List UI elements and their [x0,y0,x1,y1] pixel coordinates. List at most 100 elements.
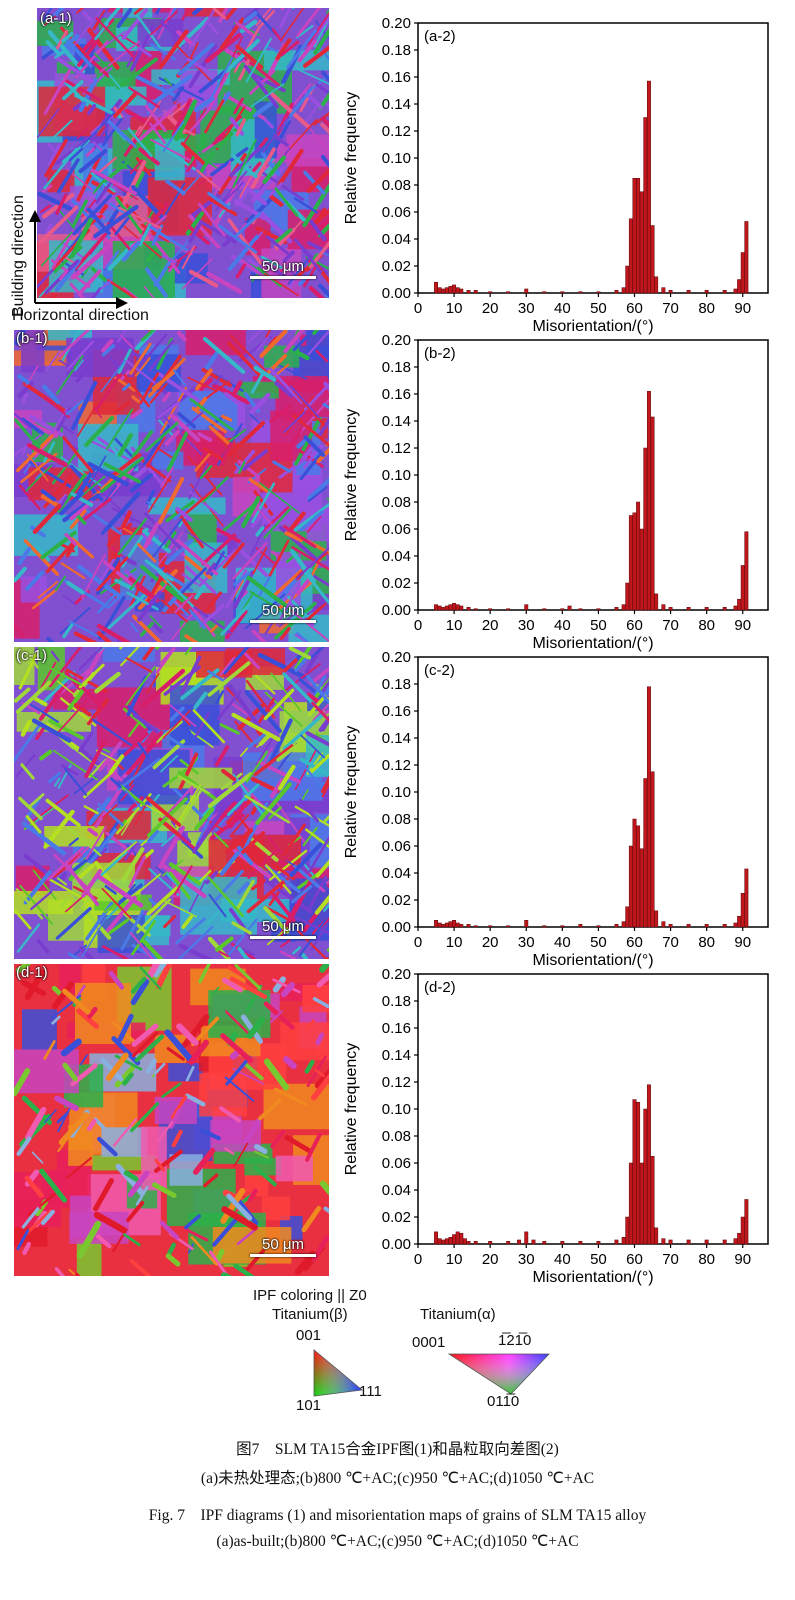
legend-beta-title: Titanium(β) [272,1306,348,1323]
misorientation-chart-c: 0.00 0.02 0.04 0.06 0.08 0.10 0.12 0.14 0.16 0.18… [343,649,769,969]
y-tick-label: 0.04 [382,231,411,248]
histogram-bar [737,279,742,294]
x-tick-label: 50 [590,617,607,634]
y-tick-label: 0.18 [382,42,411,59]
histogram-bar [668,607,673,611]
histogram-bar [668,290,673,294]
histogram-bar [448,1237,453,1245]
histogram-bar [542,291,547,294]
histogram-bar [625,265,630,294]
histogram-bar [639,1162,644,1245]
legend-beta-right: 111 [359,1383,382,1400]
y-tick-label: 0.16 [382,386,411,403]
ipf-map-a-texture [37,8,329,298]
histogram-bar [542,608,547,611]
legend-beta-left: 101 [296,1397,322,1414]
beta-ipf-triangle [313,1349,363,1397]
histogram-bar [452,920,457,928]
histogram-bar [560,1241,565,1245]
x-tick-label: 50 [590,300,607,317]
y-tick-label: 0.10 [382,1101,411,1118]
y-tick-label: 0.20 [382,649,411,666]
histogram-bar [455,287,460,294]
y-tick-label: 0.14 [382,1047,411,1064]
x-tick-label: 70 [662,1251,679,1268]
x-tick-label: 90 [734,617,751,634]
histogram-bar [596,1241,601,1245]
histogram-bar [686,924,691,928]
histogram-bar [466,607,471,611]
x-tick-label: 40 [554,300,571,317]
y-tick-label: 0.20 [382,15,411,32]
histogram-bar [578,1241,583,1245]
y-tick-label: 0.10 [382,150,411,167]
histogram-bar [455,1231,460,1245]
x-axis-label: Misorientation/(°) [532,1269,653,1286]
histogram-bar [636,178,641,294]
histogram-bar [437,1238,442,1245]
histogram-bar [628,218,633,294]
x-tick-label: 0 [414,1251,422,1268]
y-tick-label: 0.16 [382,69,411,86]
scalebar-b-text: 50 μm [262,602,304,619]
histogram-bar [704,924,709,928]
y-tick-label: 0.10 [382,467,411,484]
y-axis-label: Relative frequency [343,409,360,542]
histogram-bar [455,604,460,611]
legend-alpha-title: Titanium(α) [420,1306,496,1323]
histogram-bar [614,290,619,294]
histogram-bar [628,845,633,928]
y-tick-label: 0.12 [382,1074,411,1091]
histogram-bar [441,1239,446,1245]
legend-alpha-left: 0001 [412,1334,446,1351]
histogram-bar [744,868,749,928]
y-tick-label: 0.12 [382,123,411,140]
x-tick-label: 60 [626,934,643,951]
histogram-bar [578,924,583,928]
histogram-bar [459,605,464,611]
x-tick-label: 20 [482,1251,499,1268]
y-tick-label: 0.10 [382,784,411,801]
histogram-bar [448,604,453,611]
alpha-ipf-triangle [447,1353,550,1395]
x-tick-label: 0 [414,934,422,951]
y-tick-label: 0.18 [382,359,411,376]
histogram-bar [733,922,738,928]
histogram-bar [661,604,666,611]
histogram-bar [542,1241,547,1245]
scalebar-b-bar [250,620,316,623]
histogram-bar [632,1099,637,1245]
map-label-c: (c-1) [16,647,47,664]
histogram-bar [704,607,709,611]
histogram-bar [654,1227,659,1245]
scalebar-c-text: 50 μm [262,918,304,935]
y-tick-label: 0.08 [382,811,411,828]
histogram-bar [614,607,619,611]
ipf-map-c [14,647,329,959]
scalebar-c-bar [250,936,316,939]
histogram-bar [744,531,749,611]
x-tick-label: 10 [446,1251,463,1268]
histogram-bar [473,925,478,928]
histogram-bar [506,1241,511,1245]
histogram-bar [473,1241,478,1245]
map-label-b: (b-1) [16,330,48,347]
histogram-bar [567,605,572,611]
y-axis-label: Relative frequency [343,92,360,225]
y-tick-label: 0.16 [382,703,411,720]
histogram-bar [621,287,626,294]
direction-arrows [29,210,128,309]
histogram-bar [625,582,630,611]
histogram-bar [473,608,478,611]
x-tick-label: 0 [414,300,422,317]
caption-cn-sub: (a)未热处理态;(b)800 ℃+AC;(c)950 ℃+AC;(d)1050… [200,1470,595,1487]
histogram-bar [506,608,511,611]
histogram-bar [740,893,745,928]
x-tick-label: 10 [446,934,463,951]
histogram-bar [636,825,641,928]
plot-frame [417,656,769,928]
histogram-bar [733,1238,738,1245]
building-direction-label: Building direction [10,195,27,317]
histogram-bar [628,1162,633,1245]
histogram-bar [444,922,449,928]
